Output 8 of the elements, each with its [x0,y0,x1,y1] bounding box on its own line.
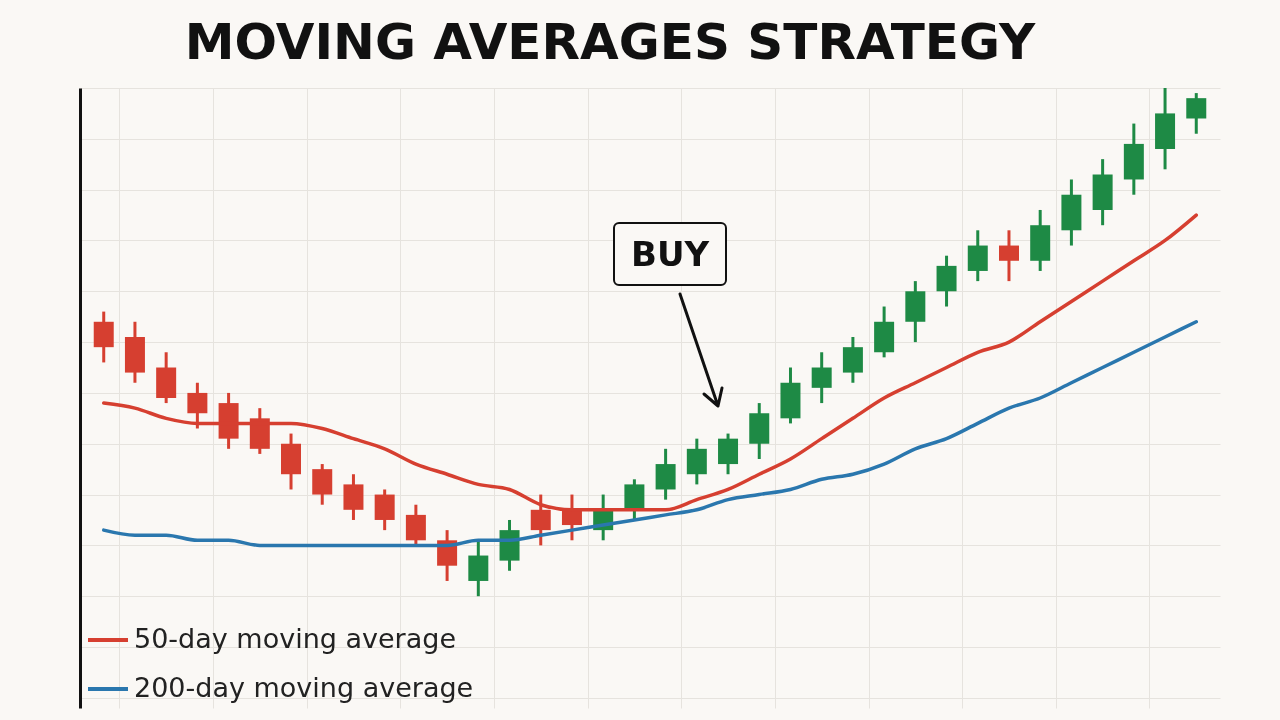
candlestick [811,352,832,405]
legend-label: 200-day moving average [134,672,474,703]
candlestick [1186,93,1207,134]
chart-title: MOVING AVERAGES STRATEGY [184,12,1036,71]
candlestick [187,382,208,429]
annotation: BUY [613,222,728,286]
legend-label: 50-day moving average [134,623,457,654]
candlestick [998,230,1019,283]
